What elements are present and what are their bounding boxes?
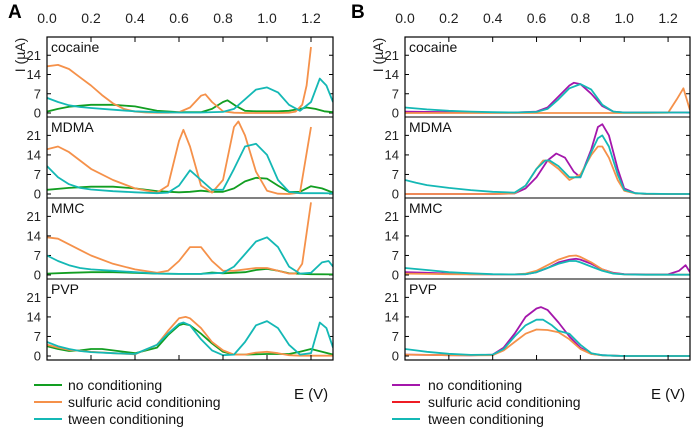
y-tick-label: 21 bbox=[27, 290, 41, 305]
y-tick-label: 14 bbox=[385, 147, 399, 162]
series-line-tween-conditioning bbox=[47, 142, 333, 195]
plot-frame bbox=[46, 36, 334, 361]
series-line-sulfuric-acid-conditioning bbox=[47, 120, 312, 195]
y-tick-label: 7 bbox=[34, 329, 41, 344]
x-axis-label: E (V) bbox=[294, 386, 328, 403]
y-tick-label: 0 bbox=[392, 268, 399, 283]
top-tick-label: 0.6 bbox=[169, 10, 189, 26]
y-tick-label: 7 bbox=[392, 86, 399, 101]
y-tick-label: 0 bbox=[34, 349, 41, 364]
series-line-sulfuric-acid-conditioning bbox=[47, 46, 312, 114]
y-tick-label: 14 bbox=[27, 309, 41, 324]
top-tick-label: 0.8 bbox=[213, 10, 233, 26]
series-line-sulfuric-acid-conditioning bbox=[405, 328, 690, 357]
y-tick-label: 21 bbox=[385, 48, 399, 63]
y-tick-label: 7 bbox=[392, 248, 399, 263]
y-tick-label: 21 bbox=[385, 209, 399, 224]
subplot-mmc: 0 7 14 21 MMC bbox=[27, 200, 333, 283]
y-tick-label: 14 bbox=[27, 67, 41, 82]
compound-label: MDMA bbox=[51, 119, 94, 135]
top-tick-label: 0.2 bbox=[439, 10, 459, 26]
panel-letter-b: B bbox=[351, 2, 365, 23]
series-line-tween-conditioning bbox=[405, 260, 690, 276]
y-axis-label: I (µA) bbox=[370, 38, 386, 73]
y-tick-label: 7 bbox=[34, 248, 41, 263]
y-tick-label: 0 bbox=[392, 349, 399, 364]
series-line-tween-conditioning bbox=[47, 77, 333, 114]
legend-label: sulfuric acid conditioning bbox=[68, 394, 221, 410]
y-tick-label: 0 bbox=[34, 106, 41, 121]
top-tick-label: 0.8 bbox=[571, 10, 591, 26]
subplot-mdma: 0 7 14 21 MDMA bbox=[27, 119, 333, 202]
plot-frame bbox=[404, 36, 691, 361]
subplot-pvp: 0 7 14 21 PVP bbox=[27, 281, 333, 364]
compound-label: cocaine bbox=[51, 39, 99, 55]
y-tick-label: 21 bbox=[27, 48, 41, 63]
y-tick-label: 14 bbox=[385, 67, 399, 82]
compound-label: PVP bbox=[409, 281, 437, 297]
top-tick-label: 1.0 bbox=[614, 10, 634, 26]
y-tick-label: 14 bbox=[385, 309, 399, 324]
x-axis-label: E (V) bbox=[651, 386, 685, 403]
top-tick-label: 0.4 bbox=[483, 10, 503, 26]
top-tick-label: 0.2 bbox=[81, 10, 101, 26]
y-tick-label: 21 bbox=[27, 209, 41, 224]
subplot-mmc: 0 7 14 21 MMC bbox=[385, 200, 690, 283]
subplot-cocaine: 0 7 14 21 cocaine bbox=[27, 39, 333, 121]
y-tick-label: 7 bbox=[34, 167, 41, 182]
y-axis-label: I (µA) bbox=[12, 38, 28, 73]
series-line-no-conditioning bbox=[47, 323, 333, 356]
compound-label: MMC bbox=[51, 200, 84, 216]
legend-label: tween conditioning bbox=[68, 411, 184, 427]
y-tick-label: 0 bbox=[392, 187, 399, 202]
compound-label: MDMA bbox=[409, 119, 452, 135]
y-tick-label: 21 bbox=[27, 128, 41, 143]
y-tick-label: 14 bbox=[27, 228, 41, 243]
top-tick-label: 0.4 bbox=[125, 10, 145, 26]
y-tick-label: 7 bbox=[34, 86, 41, 101]
y-tick-label: 0 bbox=[34, 268, 41, 283]
y-tick-label: 21 bbox=[385, 128, 399, 143]
series-line-no-conditioning bbox=[405, 306, 690, 357]
series-line-no-conditioning bbox=[47, 176, 333, 194]
y-tick-label: 14 bbox=[385, 228, 399, 243]
legend-label: no conditioning bbox=[68, 377, 162, 393]
top-tick-label: 1.2 bbox=[658, 10, 678, 26]
top-tick-label: 1.2 bbox=[301, 10, 321, 26]
series-line-tween-conditioning bbox=[47, 236, 333, 275]
subplot-pvp: 0 7 14 21 PVP bbox=[385, 281, 690, 364]
series-line-tween-conditioning bbox=[47, 320, 333, 357]
compound-label: cocaine bbox=[409, 39, 457, 55]
y-tick-label: 7 bbox=[392, 167, 399, 182]
panel-b: B 0.0 0.2 0.4 0.6 0.8 1.0 1.2 I (µA) 0 7 14 21 cocain… bbox=[351, 2, 691, 427]
y-tick-label: 0 bbox=[34, 187, 41, 202]
subplot-mdma: 0 7 14 21 MDMA bbox=[385, 119, 690, 202]
legend-label: sulfuric acid conditioning bbox=[428, 394, 581, 410]
top-tick-label: 0.0 bbox=[395, 10, 415, 26]
compound-label: PVP bbox=[51, 281, 79, 297]
series-line-tween-conditioning bbox=[405, 134, 690, 195]
series-line-sulfuric-acid-conditioning bbox=[47, 202, 312, 275]
panel-letter-a: A bbox=[8, 2, 22, 23]
top-tick-label: 1.0 bbox=[257, 10, 277, 26]
top-tick-label: 0.0 bbox=[37, 10, 57, 26]
panel-a: A 0.0 0.2 0.4 0.6 0.8 1.0 1.2 I (µA) 0 7 14 21 cocain… bbox=[8, 2, 334, 427]
y-tick-label: 21 bbox=[385, 290, 399, 305]
legend-label: tween conditioning bbox=[428, 411, 544, 427]
series-line-tween-conditioning bbox=[405, 83, 690, 114]
legend-label: no conditioning bbox=[428, 377, 522, 393]
y-tick-label: 7 bbox=[392, 329, 399, 344]
y-tick-label: 14 bbox=[27, 147, 41, 162]
subplot-cocaine: 0 7 14 21 cocaine bbox=[385, 39, 690, 121]
top-tick-label: 0.6 bbox=[527, 10, 547, 26]
y-tick-label: 0 bbox=[392, 106, 399, 121]
compound-label: MMC bbox=[409, 200, 442, 216]
series-line-tween-conditioning bbox=[405, 318, 690, 357]
